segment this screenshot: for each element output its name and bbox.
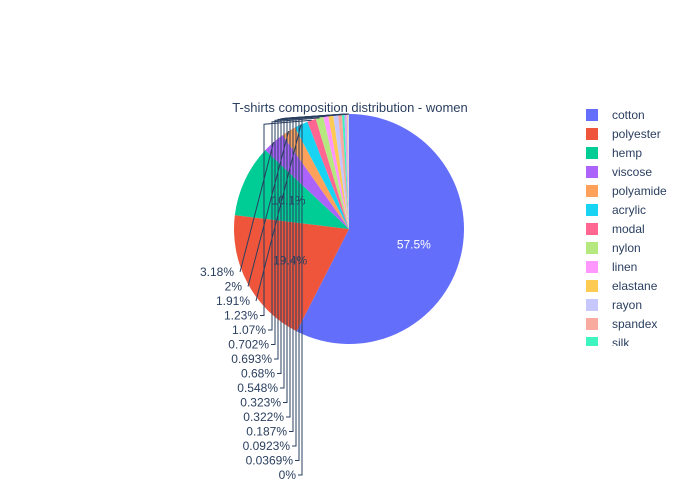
slice-label-acrylic: 1.91% <box>216 294 250 308</box>
legend-swatch-elastane <box>586 280 598 292</box>
legend-swatch-silk <box>586 337 598 346</box>
pie-slice-acrylic[interactable] <box>294 121 349 229</box>
legend-swatch-linen <box>586 261 598 273</box>
slice-label-polyamide: 2% <box>225 280 243 294</box>
legend-item-linen[interactable]: linen <box>586 260 637 274</box>
leader-line-modal <box>260 119 312 316</box>
legend-swatch-cotton <box>586 109 598 121</box>
legend-swatch-acrylic <box>586 204 598 216</box>
legend-item-viscose[interactable]: viscose <box>586 165 652 179</box>
legend-item-polyamide[interactable]: polyamide <box>586 184 667 198</box>
legend-label-rayon: rayon <box>612 298 642 312</box>
chart-title: T-shirts composition distribution - wome… <box>232 100 468 115</box>
slice-label-hemp: 10.1% <box>272 194 306 208</box>
pie-slice-viscose[interactable] <box>265 135 349 229</box>
pie-slice-slice-14[interactable] <box>344 114 349 229</box>
slice-label-slice-14: 0.322% <box>243 410 284 424</box>
slice-label-cotton: 57.5% <box>397 238 431 252</box>
legend-label-polyester: polyester <box>612 127 661 141</box>
legend-item-nylon[interactable]: nylon <box>586 241 641 255</box>
slice-label-slice-17: 0.0369% <box>246 454 294 468</box>
pie-slice-spandex[interactable] <box>338 114 349 229</box>
legend-swatch-hemp <box>586 147 598 159</box>
pie-slice-slice-16[interactable] <box>348 114 349 229</box>
legend-item-spandex[interactable]: spandex <box>586 317 657 331</box>
legend-label-linen: linen <box>612 260 637 274</box>
legend-swatch-viscose <box>586 166 598 178</box>
legend-label-modal: modal <box>612 222 645 236</box>
legend-label-cotton: cotton <box>612 108 645 122</box>
leader-lines <box>239 113 350 476</box>
slice-label-linen: 0.702% <box>228 338 269 352</box>
legend-label-hemp: hemp <box>612 146 642 160</box>
pie-slice-polyester[interactable] <box>234 215 349 332</box>
legend-swatch-nylon <box>586 242 598 254</box>
leader-line-polyamide <box>247 130 290 287</box>
legend-item-silk[interactable]: silk <box>586 336 630 350</box>
pie-slice-hemp[interactable] <box>234 150 349 229</box>
pie-slice-nylon[interactable] <box>315 116 349 229</box>
slice-label-nylon: 1.07% <box>232 323 266 337</box>
slice-label-spandex: 0.548% <box>237 381 278 395</box>
legend-label-polyamide: polyamide <box>612 184 667 198</box>
slice-label-modal: 1.23% <box>224 309 258 323</box>
legend-swatch-rayon <box>586 299 598 311</box>
legend-item-elastane[interactable]: elastane <box>586 279 658 293</box>
legend-item-hemp[interactable]: hemp <box>586 146 642 160</box>
pie-slice-rayon[interactable] <box>333 114 349 229</box>
legend-swatch-spandex <box>586 318 598 330</box>
slice-label-rayon: 0.68% <box>241 367 275 381</box>
pie-slice-modal[interactable] <box>307 118 349 229</box>
legend-label-elastane: elastane <box>612 279 658 293</box>
legend-item-polyester[interactable]: polyester <box>586 127 661 141</box>
pie-slice-elastane[interactable] <box>328 115 349 229</box>
pie-slice-linen[interactable] <box>323 115 349 229</box>
legend[interactable]: cotton polyester hemp viscose polyamide acryl… <box>586 108 667 350</box>
slice-label-polyester: 19.4% <box>273 253 307 267</box>
pie-slice-silk[interactable] <box>342 114 349 229</box>
pie-slice-cotton[interactable] <box>296 113 465 345</box>
leader-line-slice-18 <box>298 113 350 476</box>
legend-label-spandex: spandex <box>612 317 657 331</box>
slice-label-slice-15: 0.187% <box>246 425 287 439</box>
slice-label-slice-18: 0% <box>279 468 297 482</box>
pie-slices <box>234 113 465 345</box>
legend-swatch-polyamide <box>586 185 598 197</box>
legend-item-modal[interactable]: modal <box>586 222 645 236</box>
slice-label-elastane: 0.693% <box>231 352 272 366</box>
slice-label-silk: 0.323% <box>240 396 281 410</box>
legend-label-nylon: nylon <box>612 241 641 255</box>
pie-slice-slice-15[interactable] <box>346 114 349 229</box>
legend-swatch-modal <box>586 223 598 235</box>
legend-item-acrylic[interactable]: acrylic <box>586 203 646 217</box>
legend-label-acrylic: acrylic <box>612 203 646 217</box>
legend-label-silk: silk <box>612 336 630 350</box>
leader-line-viscose <box>239 142 275 273</box>
legend-label-viscose: viscose <box>612 165 652 179</box>
slice-label-viscose: 3.18% <box>200 265 234 279</box>
legend-swatch-polyester <box>586 128 598 140</box>
slice-label-slice-16: 0.0923% <box>243 439 291 453</box>
legend-item-cotton[interactable]: cotton <box>586 108 645 122</box>
slice-labels: 57.5% 19.4% 10.1% 3.18%2%1.91%1.23%1.07%0.7… <box>200 194 431 482</box>
legend-item-rayon[interactable]: rayon <box>586 298 642 312</box>
